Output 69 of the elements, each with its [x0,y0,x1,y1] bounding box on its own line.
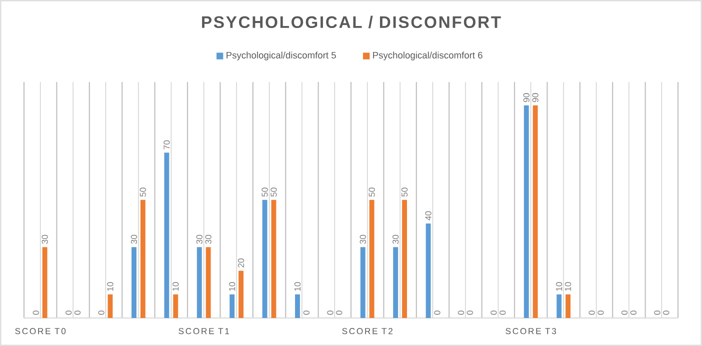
data-label: 0 [598,310,604,315]
bar [402,200,407,318]
x-tick-label: SCORE T0 [15,328,66,334]
data-label: 50 [401,188,408,197]
data-label: 20 [238,258,244,268]
bar [164,152,170,318]
bar [369,200,374,318]
data-label: 30 [205,234,212,244]
data-label: 0 [32,310,39,315]
data-label: 90 [523,93,530,102]
bar [108,294,113,318]
bar [42,247,48,318]
data-label: 10 [172,282,179,291]
bar [262,200,268,318]
bar [196,247,202,318]
data-label: 30 [42,234,48,244]
data-label: 10 [564,282,572,291]
data-label: 0 [500,310,506,315]
data-label: 50 [140,188,146,197]
data-label: 0 [434,310,440,315]
data-label: 30 [130,234,138,244]
bar [295,294,300,318]
x-tick-label: SCORE T2 [342,328,392,334]
data-label: 0 [630,310,636,315]
data-label: 70 [164,140,170,150]
legend-label: Psychological/discomfort 6 [373,52,482,60]
data-label: 50 [368,188,375,197]
data-label: 0 [490,310,497,315]
bar [566,294,570,318]
data-label: 50 [262,188,268,197]
bar [238,270,244,318]
bar [140,200,146,318]
bar [426,224,431,318]
bar [173,294,178,318]
x-tick-label: SCORE T1 [178,328,229,334]
data-label: 0 [654,310,660,315]
data-label: 0 [458,310,464,315]
data-label: 0 [621,310,628,315]
data-label: 30 [392,234,399,244]
data-label: 10 [229,282,236,291]
bar [230,294,235,318]
data-label: 0 [98,310,104,315]
data-label: 0 [66,310,72,315]
data-label: 30 [360,234,366,244]
data-label: 90 [532,93,538,102]
bar [271,200,276,318]
chart-title: PSYCHOLOGICAL / DISCONFORT [202,16,501,28]
data-label: 50 [270,188,277,197]
bar [393,247,398,318]
bar [532,105,538,318]
data-label: 10 [107,282,114,291]
bar [206,247,211,318]
data-label: 10 [294,282,301,291]
data-label: 0 [466,310,473,315]
data-label: 0 [327,310,334,315]
bar [556,294,562,318]
data-label: 0 [74,310,81,315]
data-label: 0 [588,310,595,315]
legend-label: Psychological/discomfort 5 [226,52,336,60]
data-label: 0 [663,310,670,315]
data-label: 0 [303,310,310,315]
x-tick-label: SCORE T3 [506,328,556,334]
bar [360,247,366,318]
bar [524,105,529,318]
data-label: 10 [556,282,562,291]
data-label: 30 [196,234,202,244]
data-label: 40 [425,211,432,220]
data-label: 0 [336,310,342,315]
bar [132,247,136,318]
